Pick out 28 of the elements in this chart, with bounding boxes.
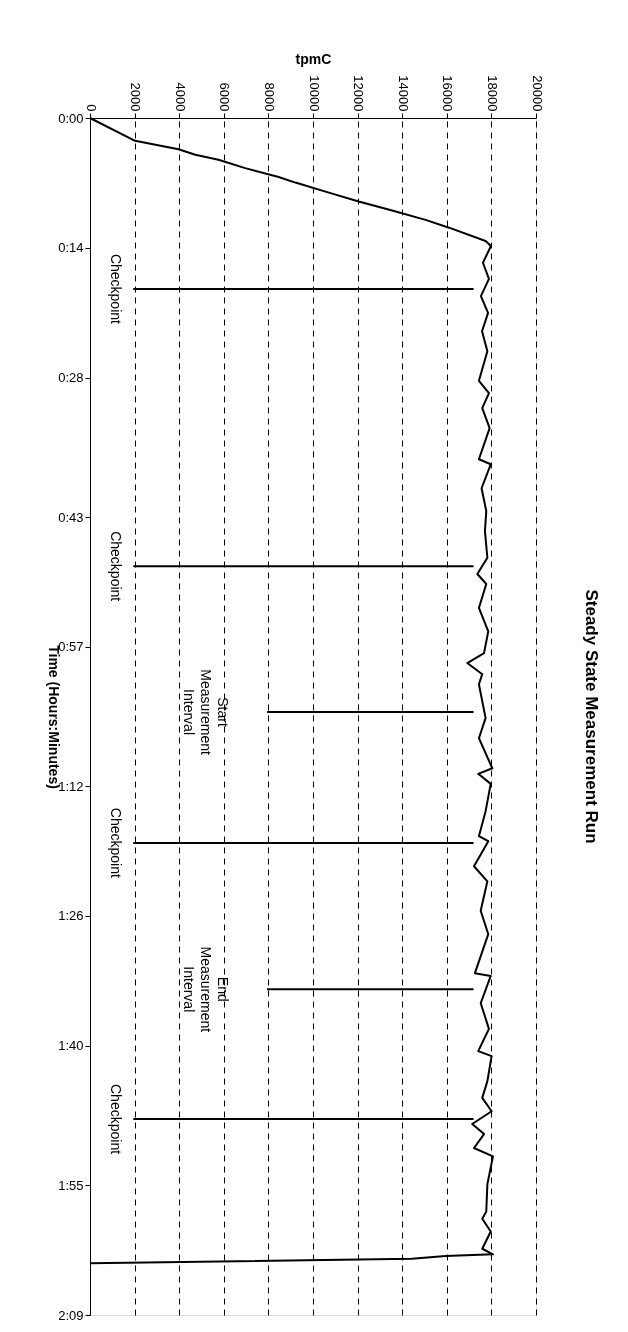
y-tick-label: 0:00 [58,110,84,126]
x-tick-label: 2000 [128,82,144,112]
y-tick-label: 0:14 [58,240,84,256]
x-tick-label: 10000 [306,75,322,112]
ref-line-label: Checkpoint [107,253,124,325]
ref-line-label: End Measurement Interval [180,946,231,1033]
y-tick-label: 0:28 [58,370,84,386]
ref-line-label: Checkpoint [107,531,124,602]
y-tick-label: 0:43 [58,509,84,525]
ref-line-label: Checkpoint [107,1084,124,1155]
x-tick-label: 16000 [440,75,456,112]
ref-line-label: Checkpoint [107,807,124,879]
x-tick-label: 18000 [484,75,500,112]
x-tick-label: 20000 [529,75,545,112]
x-tick-label: 8000 [261,82,277,112]
y-tick-label: 1:12 [58,778,84,794]
ref-line-label: Start Measurement Interval [180,669,231,755]
text: Steady State Measurement Run [582,589,601,844]
x-axis-title: tpmC [295,51,332,68]
y-tick-label: 1:40 [58,1038,84,1054]
x-tick-label: 6000 [217,82,233,112]
y-tick-label: 1:26 [58,908,84,924]
y-tick-label: 2:09 [58,1307,84,1323]
x-tick-label: 14000 [395,75,411,112]
x-tick-label: 12000 [351,75,367,112]
y-tick-label: 1:55 [58,1177,84,1193]
x-tick-label: 4000 [172,82,188,112]
x-tick-label: 0 [83,104,99,112]
